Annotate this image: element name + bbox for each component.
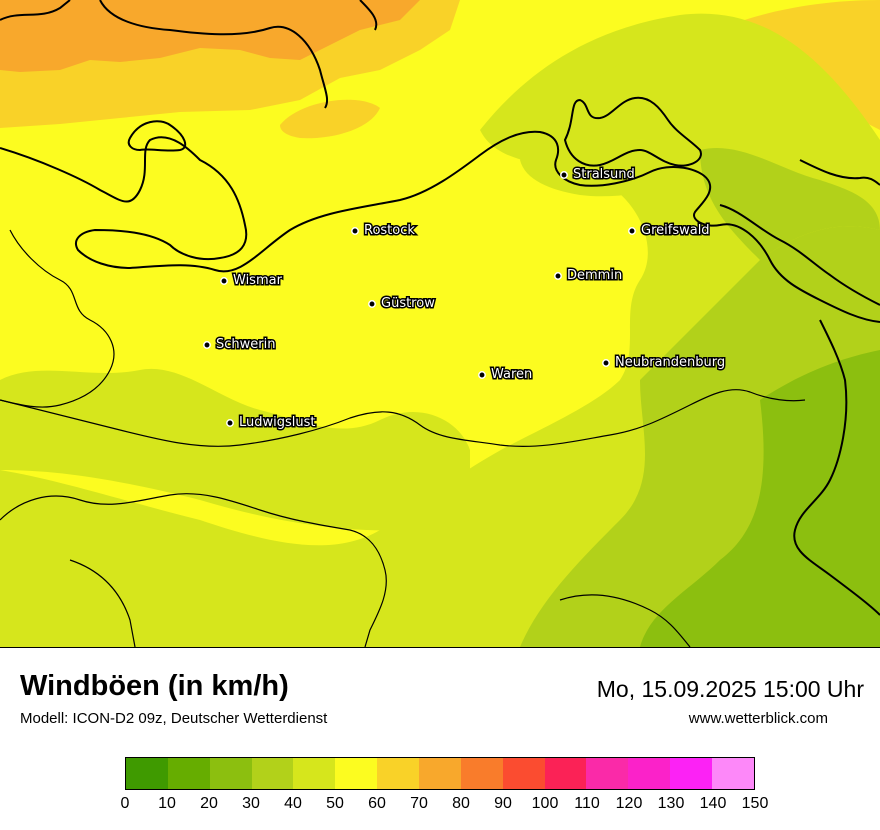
legend-tick-label: 20 bbox=[200, 795, 218, 812]
city-dot bbox=[220, 277, 228, 285]
city-label: Demmin bbox=[567, 268, 622, 283]
city-label: Güstrow bbox=[381, 296, 435, 311]
legend-swatch bbox=[209, 758, 252, 789]
city-dot bbox=[628, 227, 636, 235]
legend-swatch bbox=[670, 758, 713, 789]
city-marker: Rostock bbox=[351, 222, 417, 240]
legend-swatch bbox=[335, 758, 378, 789]
map-title: Windböen (in km/h) bbox=[20, 670, 289, 702]
map-canvas bbox=[0, 0, 880, 647]
legend-swatch bbox=[628, 758, 671, 789]
legend-tick-label: 70 bbox=[410, 795, 428, 812]
city-dot bbox=[226, 419, 234, 427]
city-marker: Demmin bbox=[554, 267, 624, 285]
legend-tick-label: 30 bbox=[242, 795, 260, 812]
city-marker: Güstrow bbox=[368, 295, 437, 313]
district-border-south-west bbox=[0, 493, 387, 647]
gust-area-30-40-mid bbox=[700, 147, 880, 260]
legend-swatch bbox=[460, 758, 503, 789]
city-dot bbox=[554, 272, 562, 280]
city-dot bbox=[203, 341, 211, 349]
forecast-datetime: Mo, 15.09.2025 15:00 Uhr bbox=[596, 676, 864, 702]
city-marker: Ludwigslust bbox=[226, 414, 317, 432]
legend-swatch bbox=[502, 758, 545, 789]
legend-swatch bbox=[126, 758, 168, 789]
legend-swatch bbox=[586, 758, 629, 789]
polish-coast bbox=[799, 159, 880, 186]
legend-tick-label: 130 bbox=[657, 795, 685, 812]
city-label: Neubrandenburg bbox=[615, 355, 725, 370]
legend-tick-label: 0 bbox=[120, 795, 130, 812]
ruegen-coastline bbox=[563, 96, 702, 167]
city-marker: Waren bbox=[478, 366, 534, 384]
legend-tick-label: 80 bbox=[452, 795, 470, 812]
legend-tick-label: 100 bbox=[531, 795, 559, 812]
legend-tick-label: 50 bbox=[326, 795, 344, 812]
gust-area-70-80 bbox=[0, 0, 420, 72]
legend-tick-label: 10 bbox=[158, 795, 176, 812]
city-marker: Wismar bbox=[220, 272, 284, 290]
legend-swatch bbox=[544, 758, 587, 789]
city-dot bbox=[602, 359, 610, 367]
city-label: Schwerin bbox=[216, 337, 275, 352]
wind-gust-map[interactable]: Stralsund Rostock Greifswald Wismar Demmin Gü… bbox=[0, 0, 880, 648]
website-link[interactable]: www.wetterblick.com bbox=[688, 710, 828, 727]
city-marker: Schwerin bbox=[203, 336, 277, 354]
city-label: Rostock bbox=[364, 223, 415, 238]
city-label: Stralsund bbox=[573, 167, 635, 182]
state-border-east bbox=[793, 319, 880, 616]
legend-tick-labels: 0 10 20 30 40 50 60 70 80 90 100 110 120 130 140 150 bbox=[121, 795, 769, 815]
gust-area-40-50-west bbox=[0, 368, 470, 531]
city-dot bbox=[351, 227, 359, 235]
legend-tick-label: 140 bbox=[699, 795, 727, 812]
legend-swatch bbox=[251, 758, 294, 789]
city-dot bbox=[368, 300, 376, 308]
city-label: Ludwigslust bbox=[239, 415, 316, 430]
legend-swatch bbox=[712, 758, 754, 789]
legend-tick-label: 120 bbox=[615, 795, 643, 812]
gust-area-20-30 bbox=[640, 350, 880, 647]
color-legend bbox=[125, 757, 755, 790]
legend-swatch bbox=[419, 758, 461, 789]
gust-area-40-50-north bbox=[520, 37, 800, 197]
legend-tick-label: 150 bbox=[741, 795, 769, 812]
city-marker: Neubrandenburg bbox=[602, 354, 727, 372]
model-source: Modell: ICON-D2 09z, Deutscher Wetterdie… bbox=[20, 710, 328, 727]
fehmarn-coastline bbox=[127, 120, 187, 152]
baltic-coastline bbox=[0, 130, 880, 323]
legend-tick-label: 60 bbox=[368, 795, 386, 812]
legend-swatch bbox=[167, 758, 210, 789]
city-marker: Stralsund bbox=[560, 166, 636, 184]
legend-tick-label: 90 bbox=[494, 795, 512, 812]
district-border-west bbox=[0, 229, 115, 408]
legend-swatch bbox=[377, 758, 420, 789]
city-label: Waren bbox=[491, 367, 532, 382]
usedom-coastline bbox=[719, 204, 880, 306]
city-dot bbox=[478, 371, 486, 379]
legend-tick-label: 110 bbox=[574, 795, 600, 812]
legend-tick-label: 40 bbox=[284, 795, 302, 812]
gust-area-60-70-patch bbox=[280, 99, 380, 139]
city-label: Wismar bbox=[233, 273, 283, 288]
state-border-south bbox=[0, 389, 806, 447]
city-dot bbox=[560, 171, 568, 179]
district-border-south bbox=[69, 559, 691, 647]
city-layer: Stralsund Rostock Greifswald Wismar Demmin Gü… bbox=[203, 166, 727, 432]
city-marker: Greifswald bbox=[628, 222, 711, 240]
city-label: Greifswald bbox=[641, 223, 710, 238]
legend-swatch bbox=[293, 758, 336, 789]
danish-islands-coastline bbox=[0, 0, 378, 109]
